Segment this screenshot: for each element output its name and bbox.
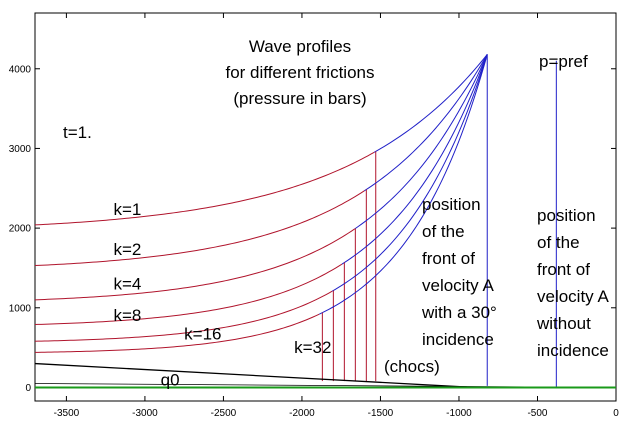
y-tick-label: 2000: [9, 224, 32, 235]
position-a-line-3: front of: [422, 249, 475, 268]
position-a-line-2: of the: [422, 222, 465, 241]
position-no-line-6: incidence: [537, 341, 609, 360]
profile-label: k=1: [114, 200, 142, 219]
position-a-line-5: with a 30°: [421, 303, 497, 322]
position-no-line-3: front of: [537, 260, 590, 279]
annotation-position-a: position of the front of velocity A with…: [421, 195, 497, 349]
position-no-line-4: velocity A: [537, 287, 609, 306]
y-tick-label: 0: [25, 383, 31, 394]
position-no-line-2: of the: [537, 233, 580, 252]
x-tick-label: -500: [527, 408, 547, 419]
x-tick-label: -2500: [211, 408, 237, 419]
profile-label: k=32: [294, 338, 331, 357]
position-a-line-6: incidence: [422, 330, 494, 349]
profile-curve-red: [34, 228, 356, 301]
title-line-1: Wave profiles: [249, 37, 351, 56]
x-tick-label: -3000: [132, 408, 158, 419]
profile-label: k=8: [114, 306, 142, 325]
x-tick-label: -1000: [446, 408, 472, 419]
title-line-3: (pressure in bars): [233, 89, 366, 108]
y-tick-label: 1000: [9, 303, 32, 314]
profile-curve-red: [34, 263, 343, 326]
y-tick-label: 4000: [9, 64, 32, 75]
plot-border: [34, 12, 617, 402]
profile-label: k=4: [114, 274, 142, 293]
profile-label: k=2: [114, 240, 142, 259]
position-a-line-4: velocity A: [422, 276, 494, 295]
position-a-line-1: position: [422, 195, 481, 214]
annotation-position-no-incidence: position of the front of velocity A with…: [536, 206, 609, 360]
profile-curve-red: [34, 290, 333, 342]
x-tick-label: 0: [613, 408, 619, 419]
profile-curve-blue: [331, 54, 488, 292]
profile-curve-blue: [364, 54, 488, 192]
q0-label: q0: [161, 370, 180, 389]
profile-curve-blue: [319, 54, 488, 315]
profile-curve-red: [34, 151, 375, 226]
profile-curve-blue: [354, 54, 488, 230]
chocs-label: (chocs): [384, 357, 440, 376]
data-layer: [34, 54, 617, 389]
black-line: [34, 362, 467, 388]
chart-title: Wave profiles for different frictions (p…: [226, 37, 375, 108]
position-no-line-1: position: [537, 206, 596, 225]
profile-label: k=16: [184, 324, 221, 343]
x-tick-label: -2000: [289, 408, 315, 419]
title-line-2: for different frictions: [226, 63, 375, 82]
profile-curve-red: [34, 313, 320, 353]
profile-curve-blue: [341, 54, 488, 265]
position-no-line-5: without: [536, 314, 591, 333]
profile-curve-red: [34, 190, 365, 267]
pref-label: p=pref: [539, 52, 588, 71]
profile-curve-blue: [373, 54, 488, 153]
plot-frame: [34, 12, 617, 402]
y-tick-label: 3000: [9, 144, 32, 155]
x-tick-label: -1500: [368, 408, 394, 419]
x-tick-label: -3500: [54, 408, 80, 419]
time-label: t=1.: [63, 123, 92, 142]
label-layer: -3500 -3000 -2500 -2000 -1500 -1000 -500 0 0 1000…: [9, 64, 619, 419]
